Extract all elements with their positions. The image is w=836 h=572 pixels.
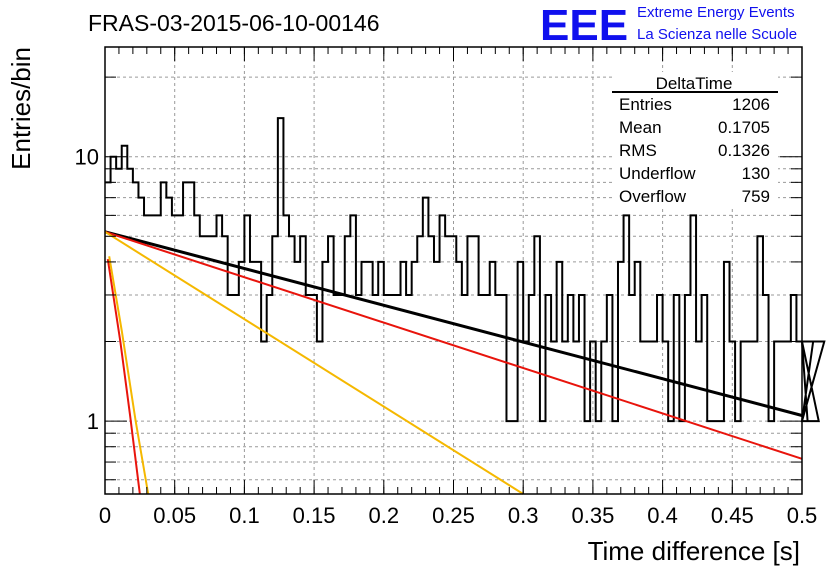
stats-rows: Entries 1206 Mean 0.1705 RMS 0.1326 Underflow 1… <box>619 95 770 206</box>
stats-label: Overflow <box>619 187 687 206</box>
x-tick-label: 0.15 <box>293 503 336 528</box>
x-tick-label: 0.05 <box>153 503 196 528</box>
logo-line1: Extreme Energy Events <box>637 4 795 21</box>
x-tick-label: 0 <box>99 503 111 528</box>
logo-line2: La Scienza nelle Scuole <box>637 26 797 43</box>
x-tick-labels: 0 0.05 0.1 0.15 0.2 0.25 0.3 0.35 0.4 0.45 0.5 <box>99 503 817 528</box>
fit-curve-fit-total <box>104 230 803 417</box>
stats-label: Underflow <box>619 164 696 183</box>
logo-letters: EEE <box>540 1 628 50</box>
fit-curve-fit-red <box>104 230 803 460</box>
stats-value: 1206 <box>732 95 770 114</box>
y-tick-labels: 1 10 <box>75 145 99 434</box>
fit-curve-fit-yellow <box>108 256 150 495</box>
y-tick-label: 1 <box>87 409 99 434</box>
x-tick-label: 0.2 <box>369 503 400 528</box>
x-tick-label: 0.3 <box>508 503 539 528</box>
x-axis-label: Time difference [s] <box>588 536 800 566</box>
stats-box-background <box>612 72 778 208</box>
fit-curve-fit-red <box>106 258 141 495</box>
histogram-steps <box>105 117 826 423</box>
stats-label: RMS <box>619 141 657 160</box>
x-tick-label: 0.25 <box>432 503 475 528</box>
chart-title: FRAS-03-2015-06-10-00146 <box>88 10 380 36</box>
stats-box: DeltaTime Entries 1206 Mean 0.1705 RMS 0.1326… <box>612 72 778 208</box>
x-tick-label: 0.4 <box>647 503 678 528</box>
x-tick-label: 0.5 <box>787 503 818 528</box>
stats-value: 0.1705 <box>718 118 770 137</box>
stats-value: 0.1326 <box>718 141 770 160</box>
histogram <box>105 117 826 423</box>
stats-value: 759 <box>742 187 770 206</box>
x-tick-label: 0.35 <box>571 503 614 528</box>
fit-curves <box>104 230 803 495</box>
stats-label: Entries <box>619 95 672 114</box>
y-tick-label: 10 <box>75 145 99 170</box>
y-axis-label: Entries/bin <box>6 47 36 170</box>
x-tick-label: 0.1 <box>229 503 260 528</box>
stats-title: DeltaTime <box>656 74 733 93</box>
axis-ticks <box>104 47 803 494</box>
x-tick-label: 0.45 <box>711 503 754 528</box>
fit-curve-fit-yellow <box>104 230 524 495</box>
stats-value: 130 <box>742 164 770 183</box>
stats-label: Mean <box>619 118 662 137</box>
